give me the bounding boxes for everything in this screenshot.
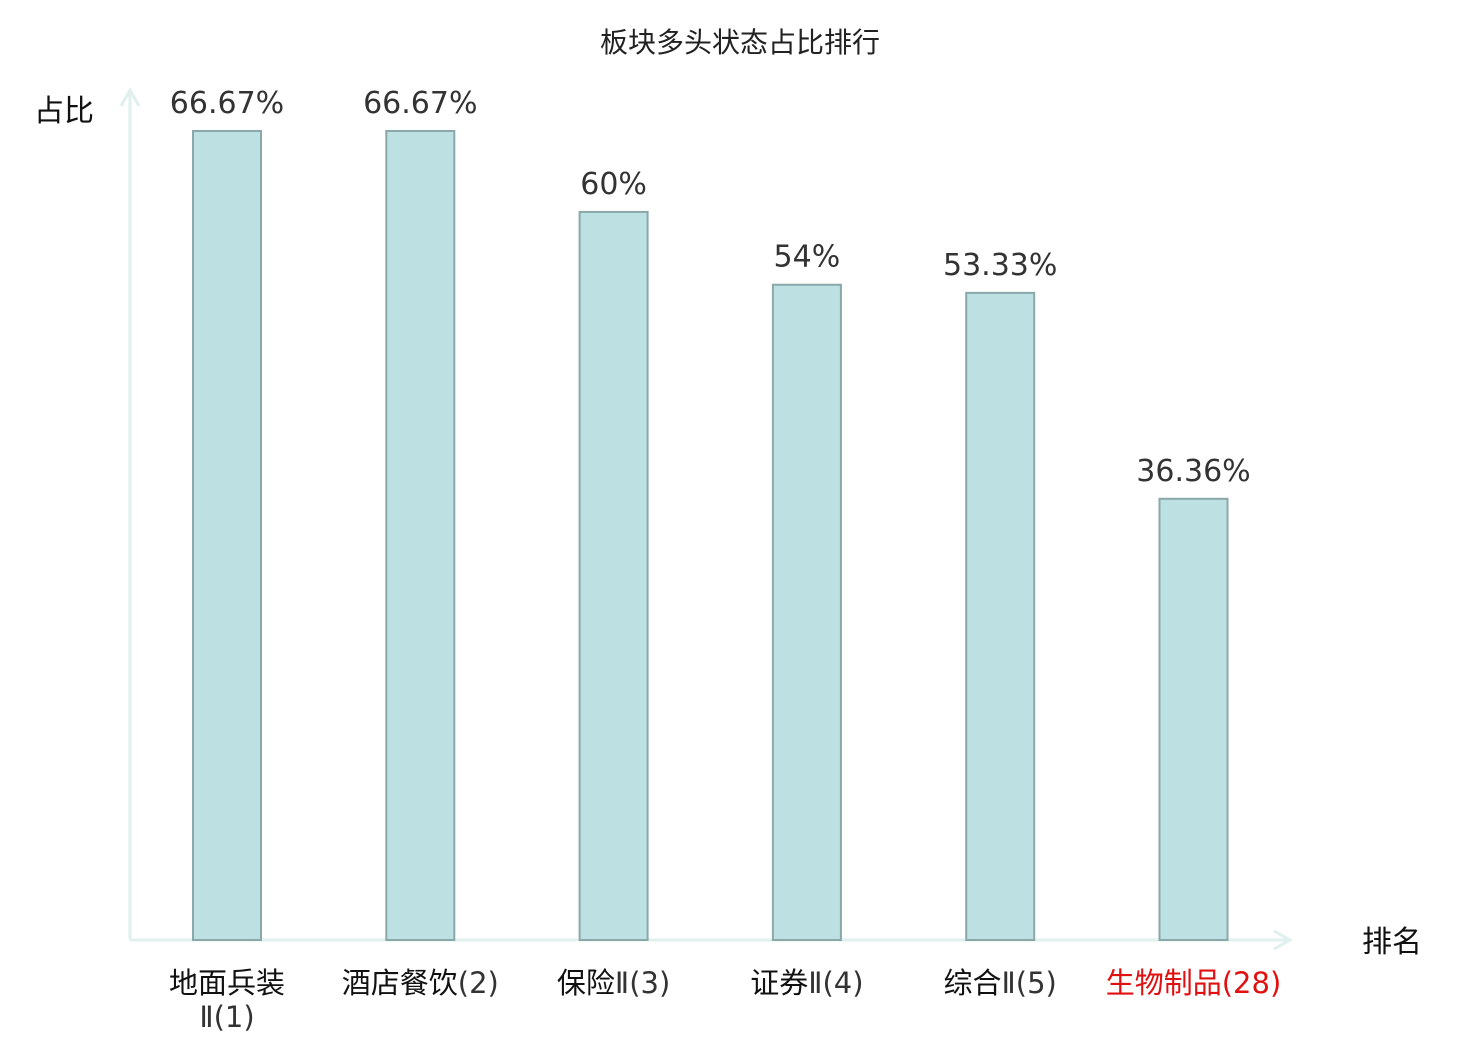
bar-value-label: 60%	[580, 167, 647, 202]
y-axis	[119, 86, 141, 940]
bar-value-label: 66.67%	[363, 86, 477, 121]
category-label: 保险Ⅱ(3)	[557, 966, 670, 1000]
category-label: 生物制品(28)	[1106, 966, 1282, 1000]
category-name: 酒店餐饮	[342, 966, 458, 1000]
category-rank: (28)	[1222, 966, 1282, 1000]
bar-value-label: 53.33%	[943, 248, 1057, 283]
category-labels-group: 地面兵装 Ⅱ(1) 酒店餐饮(2) 保险Ⅱ(3) 证券Ⅱ(4) 综合Ⅱ(5) 生物制品(28…	[169, 966, 1281, 1034]
bar	[771, 283, 842, 942]
y-axis-arrow	[119, 86, 141, 107]
bar	[965, 291, 1036, 941]
value-labels-group: 66.67% 66.67% 60% 54% 53.33% 36.36%	[170, 86, 1251, 489]
category-label: 酒店餐饮(2)	[342, 966, 499, 1000]
category-name: 生物制品	[1106, 966, 1222, 1000]
x-axis-label: 排名	[1362, 925, 1422, 960]
category-name: 综合	[944, 966, 1002, 1000]
bar	[578, 210, 649, 941]
x-axis-arrow	[1273, 929, 1294, 951]
bar	[385, 130, 456, 941]
category-rank: Ⅱ(1)	[199, 1000, 254, 1034]
category-rank: Ⅱ(3)	[615, 966, 670, 1000]
category-label: 综合Ⅱ(5)	[944, 966, 1057, 1000]
y-axis-label: 占比	[34, 94, 94, 129]
x-axis	[130, 929, 1294, 951]
category-rank: Ⅱ(5)	[1002, 966, 1057, 1000]
chart-title: 板块多头状态占比排行	[600, 26, 880, 59]
bar-value-label: 36.36%	[1136, 454, 1250, 489]
category-rank: (2)	[458, 966, 499, 1000]
bar	[192, 130, 262, 941]
bar-value-label: 66.67%	[170, 86, 284, 121]
bar	[1158, 497, 1229, 941]
category-rank: Ⅱ(4)	[808, 966, 863, 1000]
bars-group	[192, 130, 1229, 942]
category-label: 地面兵装 Ⅱ(1)	[169, 966, 285, 1034]
category-name: 证券	[750, 966, 808, 1000]
category-label: 证券Ⅱ(4)	[750, 966, 863, 1000]
category-name: 地面兵装	[169, 966, 285, 1000]
bar-value-label: 54%	[774, 240, 841, 275]
category-name: 保险	[557, 966, 615, 1000]
